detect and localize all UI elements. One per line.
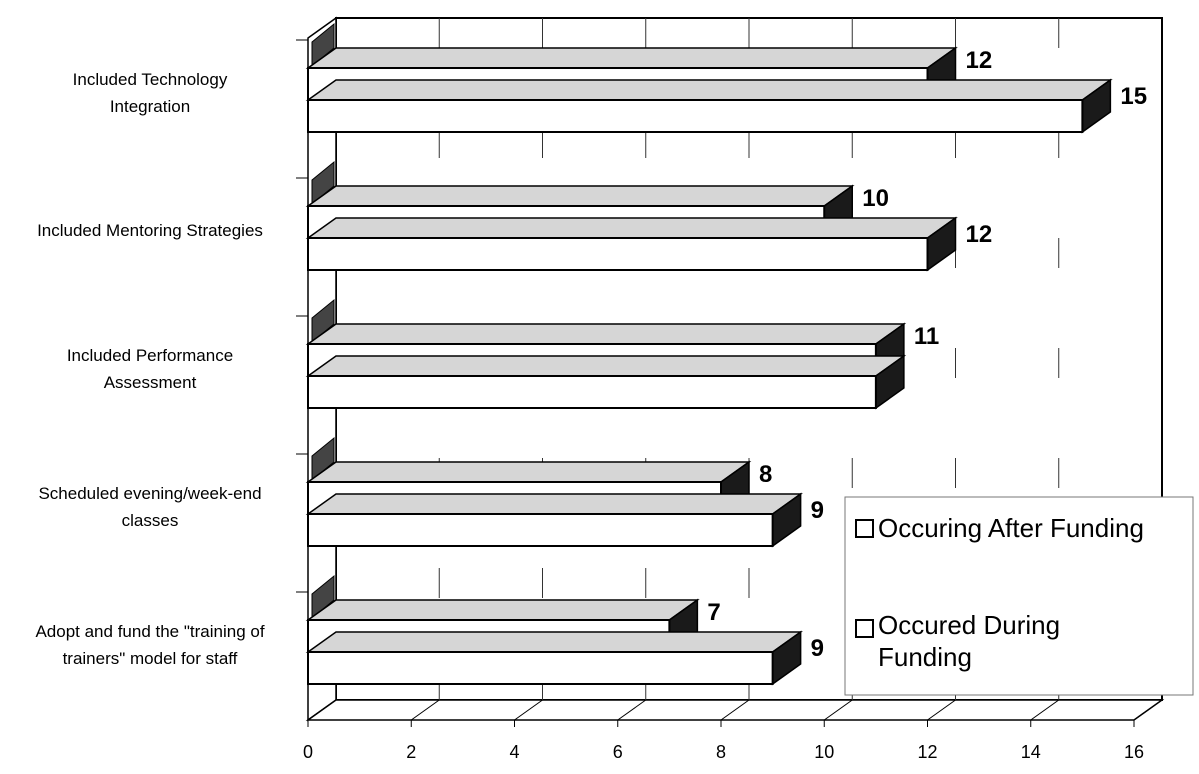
x-tick-label: 8 — [716, 742, 726, 762]
category-label: Included Mentoring Strategies — [37, 221, 263, 240]
bar-occured-during-funding — [305, 78, 1113, 134]
data-label-after-funding: 11 — [914, 323, 939, 350]
floor-gridline — [927, 699, 956, 721]
floor-gridline — [514, 699, 543, 721]
data-label-during-funding: 12 — [966, 221, 993, 248]
floor-gridline — [823, 699, 853, 721]
zero-bar-stub — [311, 298, 335, 344]
floor-gridline — [617, 699, 647, 721]
zero-bar-stub — [311, 436, 335, 482]
bar-occured-during-funding — [305, 216, 958, 272]
x-tick-label: 12 — [917, 742, 937, 762]
legend: Occuring After Funding Occured During Fun… — [844, 496, 1194, 696]
zero-bar-stub — [311, 160, 335, 206]
data-label-during-funding: 15 — [1120, 83, 1147, 110]
category-label: Scheduled evening/week-end — [38, 484, 261, 503]
floor-gridline — [307, 699, 337, 721]
bars: 12 15 10 12 11 8 9 7 9 — [305, 22, 1147, 686]
bar-occured-during-funding — [305, 354, 907, 410]
category-label: Assessment — [104, 373, 197, 392]
floor-gridline — [720, 699, 750, 721]
category-label: Adopt and fund the "training of — [35, 622, 264, 641]
x-tick-label: 6 — [613, 742, 623, 762]
data-label-after-funding: 7 — [707, 599, 720, 626]
floor-gridline — [1133, 699, 1163, 721]
data-label-during-funding: 9 — [811, 497, 824, 524]
data-label-after-funding: 8 — [759, 461, 772, 488]
bar-occured-during-funding — [305, 492, 803, 548]
legend-box — [844, 496, 1194, 696]
zero-bar-stub — [311, 574, 335, 620]
category-label: classes — [122, 511, 179, 530]
x-tick-label: 4 — [509, 742, 519, 762]
x-tick-label: 14 — [1021, 742, 1041, 762]
legend-swatch-after-funding — [855, 519, 874, 538]
floor-gridline — [410, 699, 440, 721]
x-tick-label: 0 — [303, 742, 313, 762]
x-tick-label: 2 — [406, 742, 416, 762]
legend-swatch-during-funding — [855, 619, 874, 638]
x-axis-ticks: 0 2 4 6 8 10 12 14 16 — [303, 720, 1144, 762]
data-label-during-funding: 9 — [811, 635, 824, 662]
floor-gridline — [1030, 699, 1060, 721]
category-label: trainers" model for staff — [63, 649, 238, 668]
bar-occured-during-funding — [305, 630, 803, 686]
category-label: Integration — [110, 97, 190, 116]
data-label-after-funding: 12 — [966, 47, 993, 74]
legend-label-after-funding: Occuring After Funding — [878, 513, 1144, 543]
legend-label-during-funding: Occured During Funding — [878, 610, 1060, 672]
data-label-after-funding: 10 — [862, 185, 889, 212]
category-labels: Included Technology Integration Included M… — [35, 39, 308, 668]
zero-bar-stub — [311, 22, 335, 68]
category-label: Included Technology — [73, 70, 228, 89]
x-tick-label: 16 — [1124, 742, 1144, 762]
x-tick-label: 10 — [814, 742, 834, 762]
category-label: Included Performance — [67, 346, 233, 365]
